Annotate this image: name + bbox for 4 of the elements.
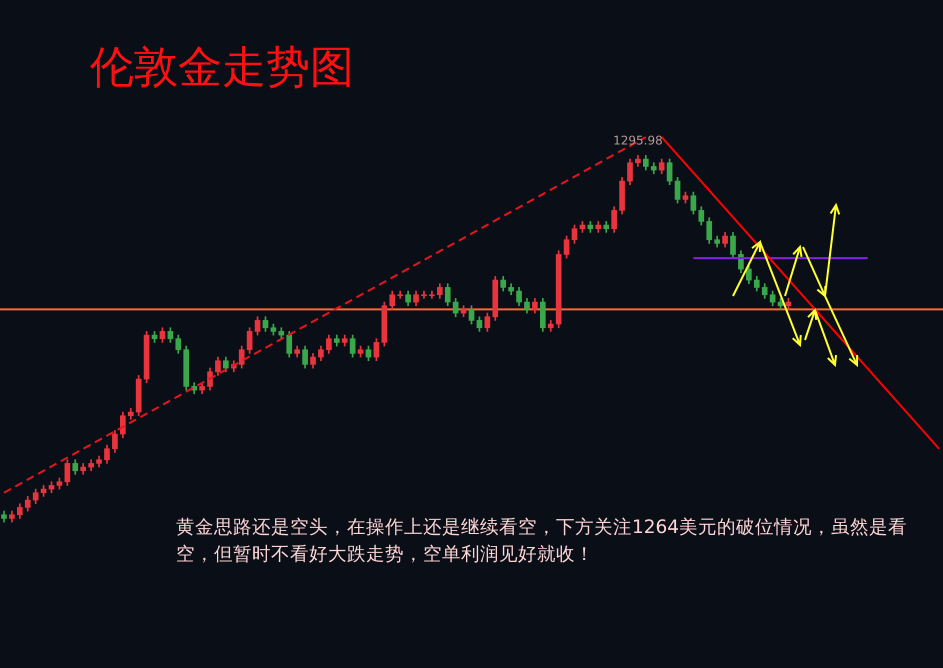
annotation: 1295.98 (613, 134, 663, 148)
candlestick (421, 290, 427, 299)
chart-title: 伦敦金走势图 (90, 41, 354, 95)
annotation: 黄金思路还是空头，在操作上还是继续看空，下方关注1264美元的破位情况，虽然是看空，但暂时不看好大跌走势，空单利润见好就收！ (176, 516, 908, 567)
